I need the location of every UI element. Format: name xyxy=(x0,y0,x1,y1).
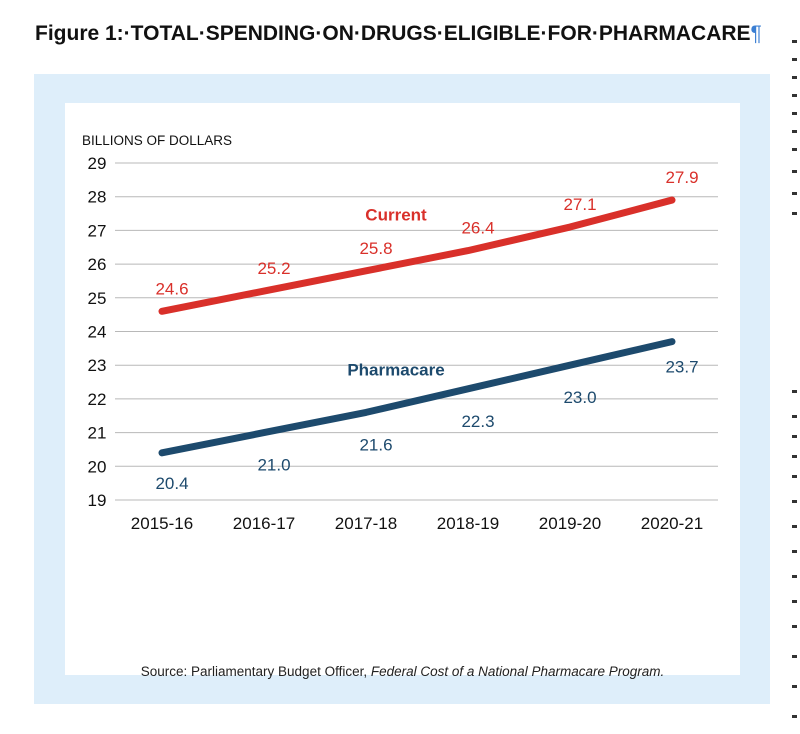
data-label-pharmacare: 21.0 xyxy=(257,456,290,475)
source-publication: Federal Cost of a National Pharmacare Pr… xyxy=(370,664,665,679)
source-note: Source: Parliamentary Budget Officer, Fe… xyxy=(65,664,740,679)
data-label-current: 25.8 xyxy=(359,239,392,258)
x-tick-label: 2015-16 xyxy=(131,514,193,533)
y-tick-label: 19 xyxy=(88,491,107,510)
gridlines xyxy=(115,162,718,501)
chart-panel xyxy=(65,103,740,675)
data-label-pharmacare: 20.4 xyxy=(155,474,188,493)
x-tick-label: 2016-17 xyxy=(233,514,295,533)
x-tick-label: 2020-21 xyxy=(641,514,703,533)
x-tick-label: 2017-18 xyxy=(335,514,397,533)
data-label-current: 27.9 xyxy=(665,168,698,187)
series-label-current: Current xyxy=(365,205,427,224)
pilcrow-mark: ¶ xyxy=(750,22,762,45)
y-tick-label: 27 xyxy=(88,221,107,240)
y-tick-label: 28 xyxy=(88,188,107,207)
y-tick-label: 25 xyxy=(88,289,107,308)
x-axis-ticks: 2015-16 2016-17 2017-18 2018-19 2019-20 2020-… xyxy=(131,514,703,533)
data-label-current: 27.1 xyxy=(563,195,596,214)
y-tick-label: 24 xyxy=(88,323,107,342)
right-edge-text-fragments xyxy=(792,30,800,730)
data-label-pharmacare: 23.0 xyxy=(563,388,596,407)
data-label-current: 26.4 xyxy=(461,219,494,238)
y-tick-label: 21 xyxy=(88,424,107,443)
y-tick-label: 23 xyxy=(88,356,107,375)
y-tick-label: 22 xyxy=(88,390,107,409)
data-label-pharmacare: 22.3 xyxy=(461,412,494,431)
figure-title: Figure 1:·TOTAL·SPENDING·ON·DRUGS·ELIGIB… xyxy=(35,22,762,46)
series-line-pharmacare xyxy=(158,338,676,457)
data-labels: 24.6 25.2 25.8 26.4 27.1 27.9 Current 20.4 21.0 2… xyxy=(155,168,698,493)
y-axis-label: BILLIONS OF DOLLARS xyxy=(82,133,232,148)
data-label-pharmacare: 21.6 xyxy=(359,435,392,454)
data-label-current: 24.6 xyxy=(155,279,188,298)
data-label-pharmacare: 23.7 xyxy=(665,358,698,377)
y-tick-label: 29 xyxy=(88,154,107,173)
series-line-current xyxy=(158,196,676,315)
y-tick-label: 26 xyxy=(88,255,107,274)
y-axis-ticks: 19 20 21 22 23 24 25 26 27 28 29 xyxy=(88,154,107,510)
source-prefix: Source: Parliamentary Budget Officer, xyxy=(140,664,371,679)
figure-title-text: Figure 1:·TOTAL·SPENDING·ON·DRUGS·ELIGIB… xyxy=(35,22,751,45)
x-tick-label: 2018-19 xyxy=(437,514,499,533)
series-lines xyxy=(158,196,676,457)
x-tick-label: 2019-20 xyxy=(539,514,601,533)
series-label-pharmacare: Pharmacare xyxy=(347,360,444,379)
data-label-current: 25.2 xyxy=(257,259,290,278)
y-tick-label: 20 xyxy=(88,457,107,476)
